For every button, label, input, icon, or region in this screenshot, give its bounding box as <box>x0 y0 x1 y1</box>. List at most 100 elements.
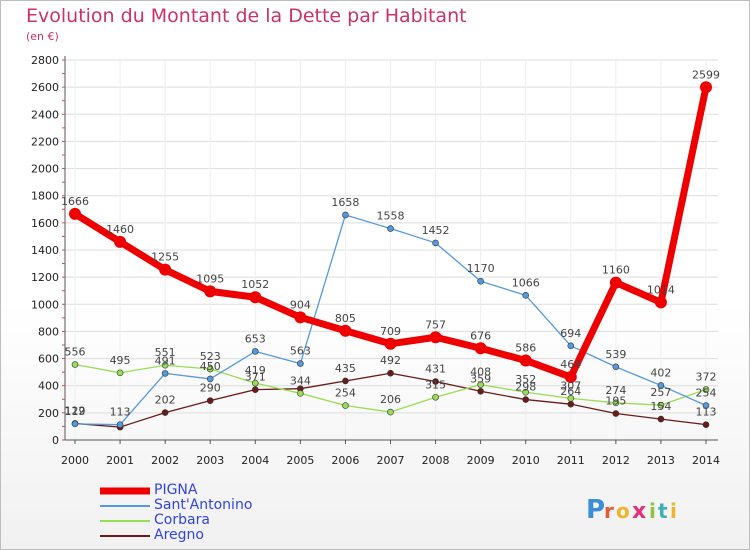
data-label-aregno: 431 <box>425 363 446 376</box>
point-aregno <box>477 387 484 395</box>
point-pigna <box>564 371 577 384</box>
x-tick-label: 2002 <box>151 454 179 467</box>
data-label-corbara: 257 <box>650 386 671 399</box>
point-aregno <box>206 397 214 404</box>
data-label-pigna: 1052 <box>241 278 269 291</box>
data-label-pigna: 676 <box>470 329 491 342</box>
data-label-pigna: 757 <box>425 318 446 331</box>
data-label-sant-antonino: 653 <box>245 332 266 345</box>
data-label-aregno: 154 <box>650 400 671 413</box>
data-label-corbara: 372 <box>696 371 717 384</box>
legend-swatch <box>100 535 150 537</box>
data-label-sant-antonino: 491 <box>155 354 176 367</box>
data-label-sant-antonino: 1452 <box>422 224 450 237</box>
point-sant-antonino <box>297 360 304 367</box>
y-tick-label: 0 <box>52 434 59 447</box>
data-label-pigna: 586 <box>515 341 536 354</box>
y-tick-label: 600 <box>38 353 59 366</box>
legend: PIGNA Sant'Antonino Corbara Aregno <box>100 482 360 546</box>
data-label-sant-antonino: 402 <box>650 366 671 379</box>
x-tick-label: 2001 <box>106 454 134 467</box>
point-corbara <box>297 390 304 397</box>
point-pigna <box>474 342 487 355</box>
data-label-aregno: 492 <box>380 354 401 367</box>
data-label-corbara: 307 <box>560 379 581 392</box>
data-label-aregno: 122 <box>65 404 86 417</box>
point-aregno <box>567 400 575 408</box>
x-tick-label: 2009 <box>467 454 495 467</box>
point-sant-antonino <box>612 363 620 371</box>
y-tick-label: 2200 <box>31 135 59 148</box>
point-corbara <box>477 381 484 388</box>
x-tick-label: 2000 <box>61 454 89 467</box>
point-corbara <box>161 361 169 369</box>
data-label-aregno: 435 <box>335 362 356 375</box>
x-tick-label: 2008 <box>422 454 450 467</box>
data-label-pigna: 1255 <box>151 251 179 264</box>
data-label-corbara: 556 <box>65 346 86 359</box>
legend-label: Aregno <box>154 527 204 543</box>
point-sant-antonino <box>702 402 710 409</box>
data-label-aregno: 371 <box>245 371 266 384</box>
legend-swatch <box>100 505 150 507</box>
point-corbara <box>206 365 214 373</box>
x-tick-label: 2013 <box>647 454 675 467</box>
point-sant-antonino <box>432 239 439 247</box>
point-aregno <box>251 386 259 393</box>
data-label-pigna: 805 <box>335 312 356 325</box>
data-label-pigna: 2599 <box>692 68 720 81</box>
x-tick-label: 2003 <box>196 454 224 467</box>
point-sant-antonino <box>71 420 79 428</box>
x-tick-label: 2006 <box>331 454 359 467</box>
point-pigna <box>609 276 622 289</box>
data-label-sant-antonino: 119 <box>65 405 86 418</box>
point-corbara <box>251 379 259 387</box>
legend-item: Sant'Antonino <box>100 497 360 513</box>
svg-text:r: r <box>604 499 614 523</box>
data-label-pigna: 1666 <box>61 195 89 208</box>
legend-item: Corbara <box>100 512 360 528</box>
svg-text:P: P <box>586 495 605 525</box>
data-label-pigna: 709 <box>380 325 401 338</box>
point-aregno <box>432 378 439 385</box>
x-tick-label: 2005 <box>286 454 314 467</box>
point-corbara <box>612 399 620 407</box>
point-corbara <box>522 388 530 396</box>
point-pigna <box>429 331 442 344</box>
data-label-sant-antonino: 539 <box>605 348 626 361</box>
legend-item: Aregno <box>100 527 360 543</box>
data-label-corbara: 344 <box>290 374 311 387</box>
y-tick-label: 1800 <box>31 190 59 203</box>
point-corbara <box>116 369 124 377</box>
point-corbara <box>567 395 575 402</box>
data-label-corbara: 551 <box>155 346 176 359</box>
x-tick-label: 2010 <box>512 454 540 467</box>
x-tick-label: 2007 <box>377 454 405 467</box>
legend-swatch <box>100 487 150 495</box>
chart-title: Evolution du Montant de la Dette par Hab… <box>26 5 467 27</box>
y-tick-label: 1200 <box>31 271 59 284</box>
point-aregno <box>161 409 169 416</box>
legend-label: Sant'Antonino <box>154 497 253 513</box>
point-sant-antonino <box>342 211 349 219</box>
y-tick-label: 2000 <box>31 163 59 176</box>
point-sant-antonino <box>522 292 530 299</box>
data-label-aregno: 195 <box>605 395 626 408</box>
data-label-aregno: 264 <box>560 385 581 398</box>
data-label-corbara: 254 <box>335 387 356 400</box>
point-sant-antonino <box>657 382 665 389</box>
legend-label: PIGNA <box>154 482 198 498</box>
legend-item: PIGNA <box>100 482 360 498</box>
data-label-pigna: 1160 <box>602 264 630 277</box>
data-label-corbara: 352 <box>515 373 536 386</box>
point-pigna <box>69 207 81 220</box>
data-label-pigna: 464 <box>560 358 581 371</box>
data-label-aregno: 298 <box>515 381 536 394</box>
point-pigna <box>384 337 397 350</box>
legend-label: Corbara <box>154 512 210 528</box>
data-label-aregno: 113 <box>696 406 717 419</box>
point-sant-antonino <box>206 375 214 383</box>
data-label-sant-antonino: 450 <box>200 360 221 373</box>
point-aregno <box>522 396 530 403</box>
svg-text:o: o <box>616 499 630 523</box>
